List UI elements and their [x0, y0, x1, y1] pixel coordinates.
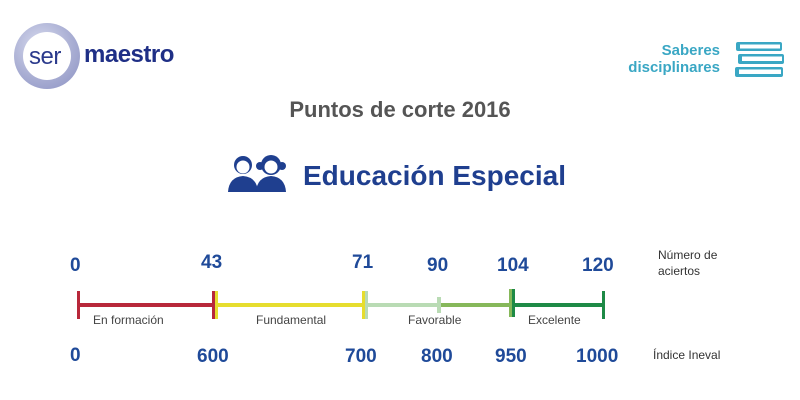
hits-value-4: 104	[497, 255, 529, 276]
logo-inner-circle	[23, 32, 71, 80]
segment-bar-fundamental	[215, 303, 364, 307]
tick-104-darkgreen	[512, 289, 515, 317]
page-title: Puntos de corte 2016	[289, 97, 511, 122]
tick-43-yellow	[215, 291, 218, 319]
segment-bar-excelente	[512, 303, 604, 307]
hits-value-5: 120	[582, 255, 614, 276]
logo-maestro-text: maestro	[84, 41, 174, 68]
logo-ser-text: ser	[29, 43, 61, 70]
tick-90	[437, 297, 441, 313]
saberes-line2: disciplinares	[628, 59, 720, 76]
ser-maestro-logo: ser maestro	[14, 23, 194, 93]
segment-label-en-formacion: En formación	[93, 313, 164, 327]
hits-value-3: 90	[427, 255, 449, 276]
index-value-3: 800	[421, 346, 453, 367]
segment-bar-favorable	[364, 303, 440, 307]
tick-71-green	[365, 291, 368, 319]
tick-120	[602, 291, 605, 319]
index-value-4: 950	[495, 346, 527, 367]
tick-104-lightgreen	[509, 289, 512, 317]
section-title: Educación Especial	[303, 160, 566, 191]
hits-value-1: 43	[201, 252, 223, 273]
segment-bar-en-formacion	[78, 303, 215, 307]
index-value-1: 600	[197, 346, 229, 367]
hits-value-2: 71	[352, 252, 374, 273]
segment-label-fundamental: Fundamental	[256, 313, 327, 327]
segment-label-favorable: Favorable	[408, 313, 462, 327]
books-icon	[735, 42, 784, 77]
index-axis-label: Índice Ineval	[653, 348, 721, 362]
tick-43-red	[212, 291, 215, 319]
index-value-5: 1000	[576, 346, 619, 367]
index-value-2: 700	[345, 346, 377, 367]
saberes-line1: Saberes	[661, 42, 720, 59]
hits-axis-label-line1: Número de	[658, 248, 718, 262]
children-icon	[228, 155, 286, 192]
index-value-0: 0	[70, 345, 81, 366]
hits-axis-label: Número de aciertos	[658, 247, 717, 279]
saberes-disciplinares-label: Saberes disciplinares	[580, 42, 720, 76]
hits-axis-label-line2: aciertos	[658, 264, 701, 278]
segment-label-excelente: Excelente	[528, 313, 581, 327]
tick-71-yellow	[362, 291, 365, 319]
hits-value-0: 0	[70, 255, 81, 276]
segment-bar-favorable-upper	[440, 303, 512, 307]
tick-0	[77, 291, 80, 319]
